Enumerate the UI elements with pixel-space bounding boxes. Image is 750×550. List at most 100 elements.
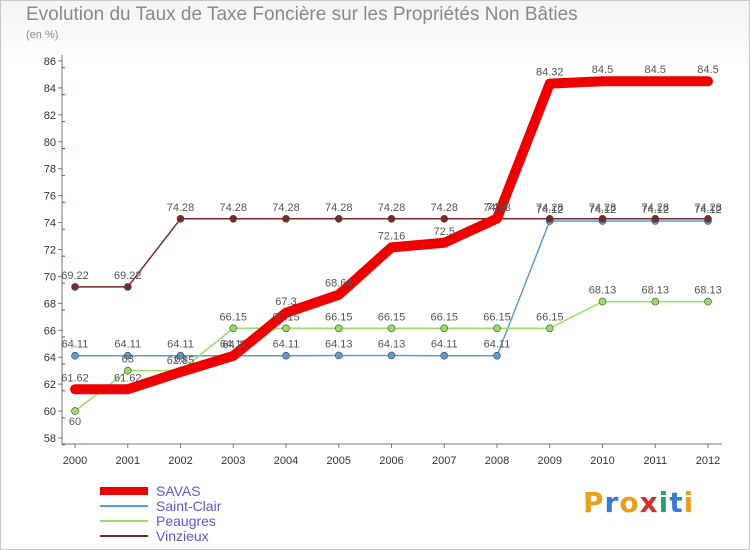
data-label: 66.15 [325,311,353,323]
data-point [651,215,660,223]
y-tick-label: 80 [44,137,56,149]
data-point [440,351,449,360]
x-tick-label: 2003 [221,455,245,467]
legend-swatch-peaugres [100,520,148,522]
logo-letter-o: o [619,486,640,519]
data-point [651,297,660,306]
proxiti-logo: Proxiti [583,486,694,519]
data-point [440,215,449,223]
data-point [334,351,343,360]
legend-label-saint-clair: Saint-Clair [156,498,222,514]
y-axis-unit-label: (en %) [26,29,59,41]
y-tick-label: 72 [44,245,56,257]
data-point [176,351,185,360]
data-label: 64.11 [167,339,194,351]
data-label: 66.15 [483,311,511,323]
data-label: 74.12 [694,204,722,216]
data-label: 66.15 [219,311,247,323]
y-tick-label: 78 [44,164,56,176]
data-point [545,324,554,333]
x-tick-label: 2004 [274,455,298,467]
data-label: 64.11 [431,339,458,351]
data-point [282,308,290,317]
data-point [282,351,290,360]
logo-letter-i: i [658,486,670,519]
data-label: 74.28 [378,202,406,214]
data-point [123,351,132,360]
data-point [387,215,396,223]
y-tick-label: 76 [44,191,56,203]
y-tick-label: 58 [44,433,56,445]
data-label: 68.64 [325,278,353,290]
data-point [493,214,501,223]
data-label: 74.12 [641,204,669,216]
data-point [71,283,79,291]
y-tick-label: 82 [44,110,56,122]
x-tick-label: 2000 [63,455,87,467]
x-tick-label: 2012 [696,455,720,467]
data-point [704,77,712,86]
data-label: 64.13 [325,338,353,350]
data-point [651,77,660,86]
data-label: 66.15 [272,311,300,323]
data-label: 68.13 [589,285,617,297]
data-point [282,215,290,223]
line-chart: 58 60 62 64 66 68 70 72 74 76 78 80 82 84 86 2000 2001 20… [44,55,722,467]
data-point [229,351,238,360]
data-label: 74.3 [486,202,507,214]
data-label: 67.3 [275,296,296,308]
data-label: 74.28 [641,202,669,214]
data-point [334,290,343,299]
x-tick-label: 2001 [116,455,140,467]
data-point [282,324,290,333]
data-label: 64.11 [220,339,247,351]
legend-swatch-savas [100,487,148,495]
data-label: 66.15 [430,311,458,323]
data-label: 63 [122,354,134,366]
data-point [493,351,501,360]
data-point [334,215,343,223]
logo-letter-i2: i [683,486,695,519]
data-label: 74.12 [589,204,617,216]
data-label: 84.5 [592,64,613,76]
x-tick-label: 2008 [485,455,509,467]
data-label: 74.28 [589,202,617,214]
data-point [123,366,132,375]
x-tick-label: 2002 [168,455,192,467]
data-point [176,215,185,223]
data-label: 74.28 [325,202,353,214]
y-tick-label: 70 [44,271,56,283]
data-label: 62.85 [167,355,195,367]
data-point [598,297,607,306]
logo-letter-r: r [604,486,620,519]
data-point [71,351,79,360]
legend-label-vinzieux: Vinzieux [156,528,209,544]
data-label: 74.28 [536,202,564,214]
data-label: 72.5 [434,226,455,238]
y-tick-label: 60 [44,406,56,418]
data-label: 68.13 [641,285,669,297]
data-point [440,324,449,333]
data-point [176,368,185,377]
data-point [440,238,449,247]
x-tick-label: 2010 [590,455,614,467]
logo-letter-p: P [583,486,605,519]
data-label: 74.28 [272,202,300,214]
y-tick-label: 62 [44,379,56,391]
data-point [123,283,132,291]
data-label: 61.62 [61,372,89,384]
x-tick-label: 2009 [538,455,562,467]
data-label: 74.28 [430,202,458,214]
y-tick-label: 68 [44,298,56,310]
data-point [704,297,712,306]
y-tick-label: 86 [44,56,56,68]
data-point [387,243,396,252]
data-point [493,324,501,333]
data-point [229,324,238,333]
chart-axes: 58 60 62 64 66 68 70 72 74 76 78 80 82 84 86 2000 2001 20… [44,55,722,467]
x-tick-label: 2006 [379,455,403,467]
series-layer [70,76,713,415]
data-label: 64.11 [484,339,511,351]
chart-title: Evolution du Taux de Taxe Foncière sur l… [26,4,578,25]
